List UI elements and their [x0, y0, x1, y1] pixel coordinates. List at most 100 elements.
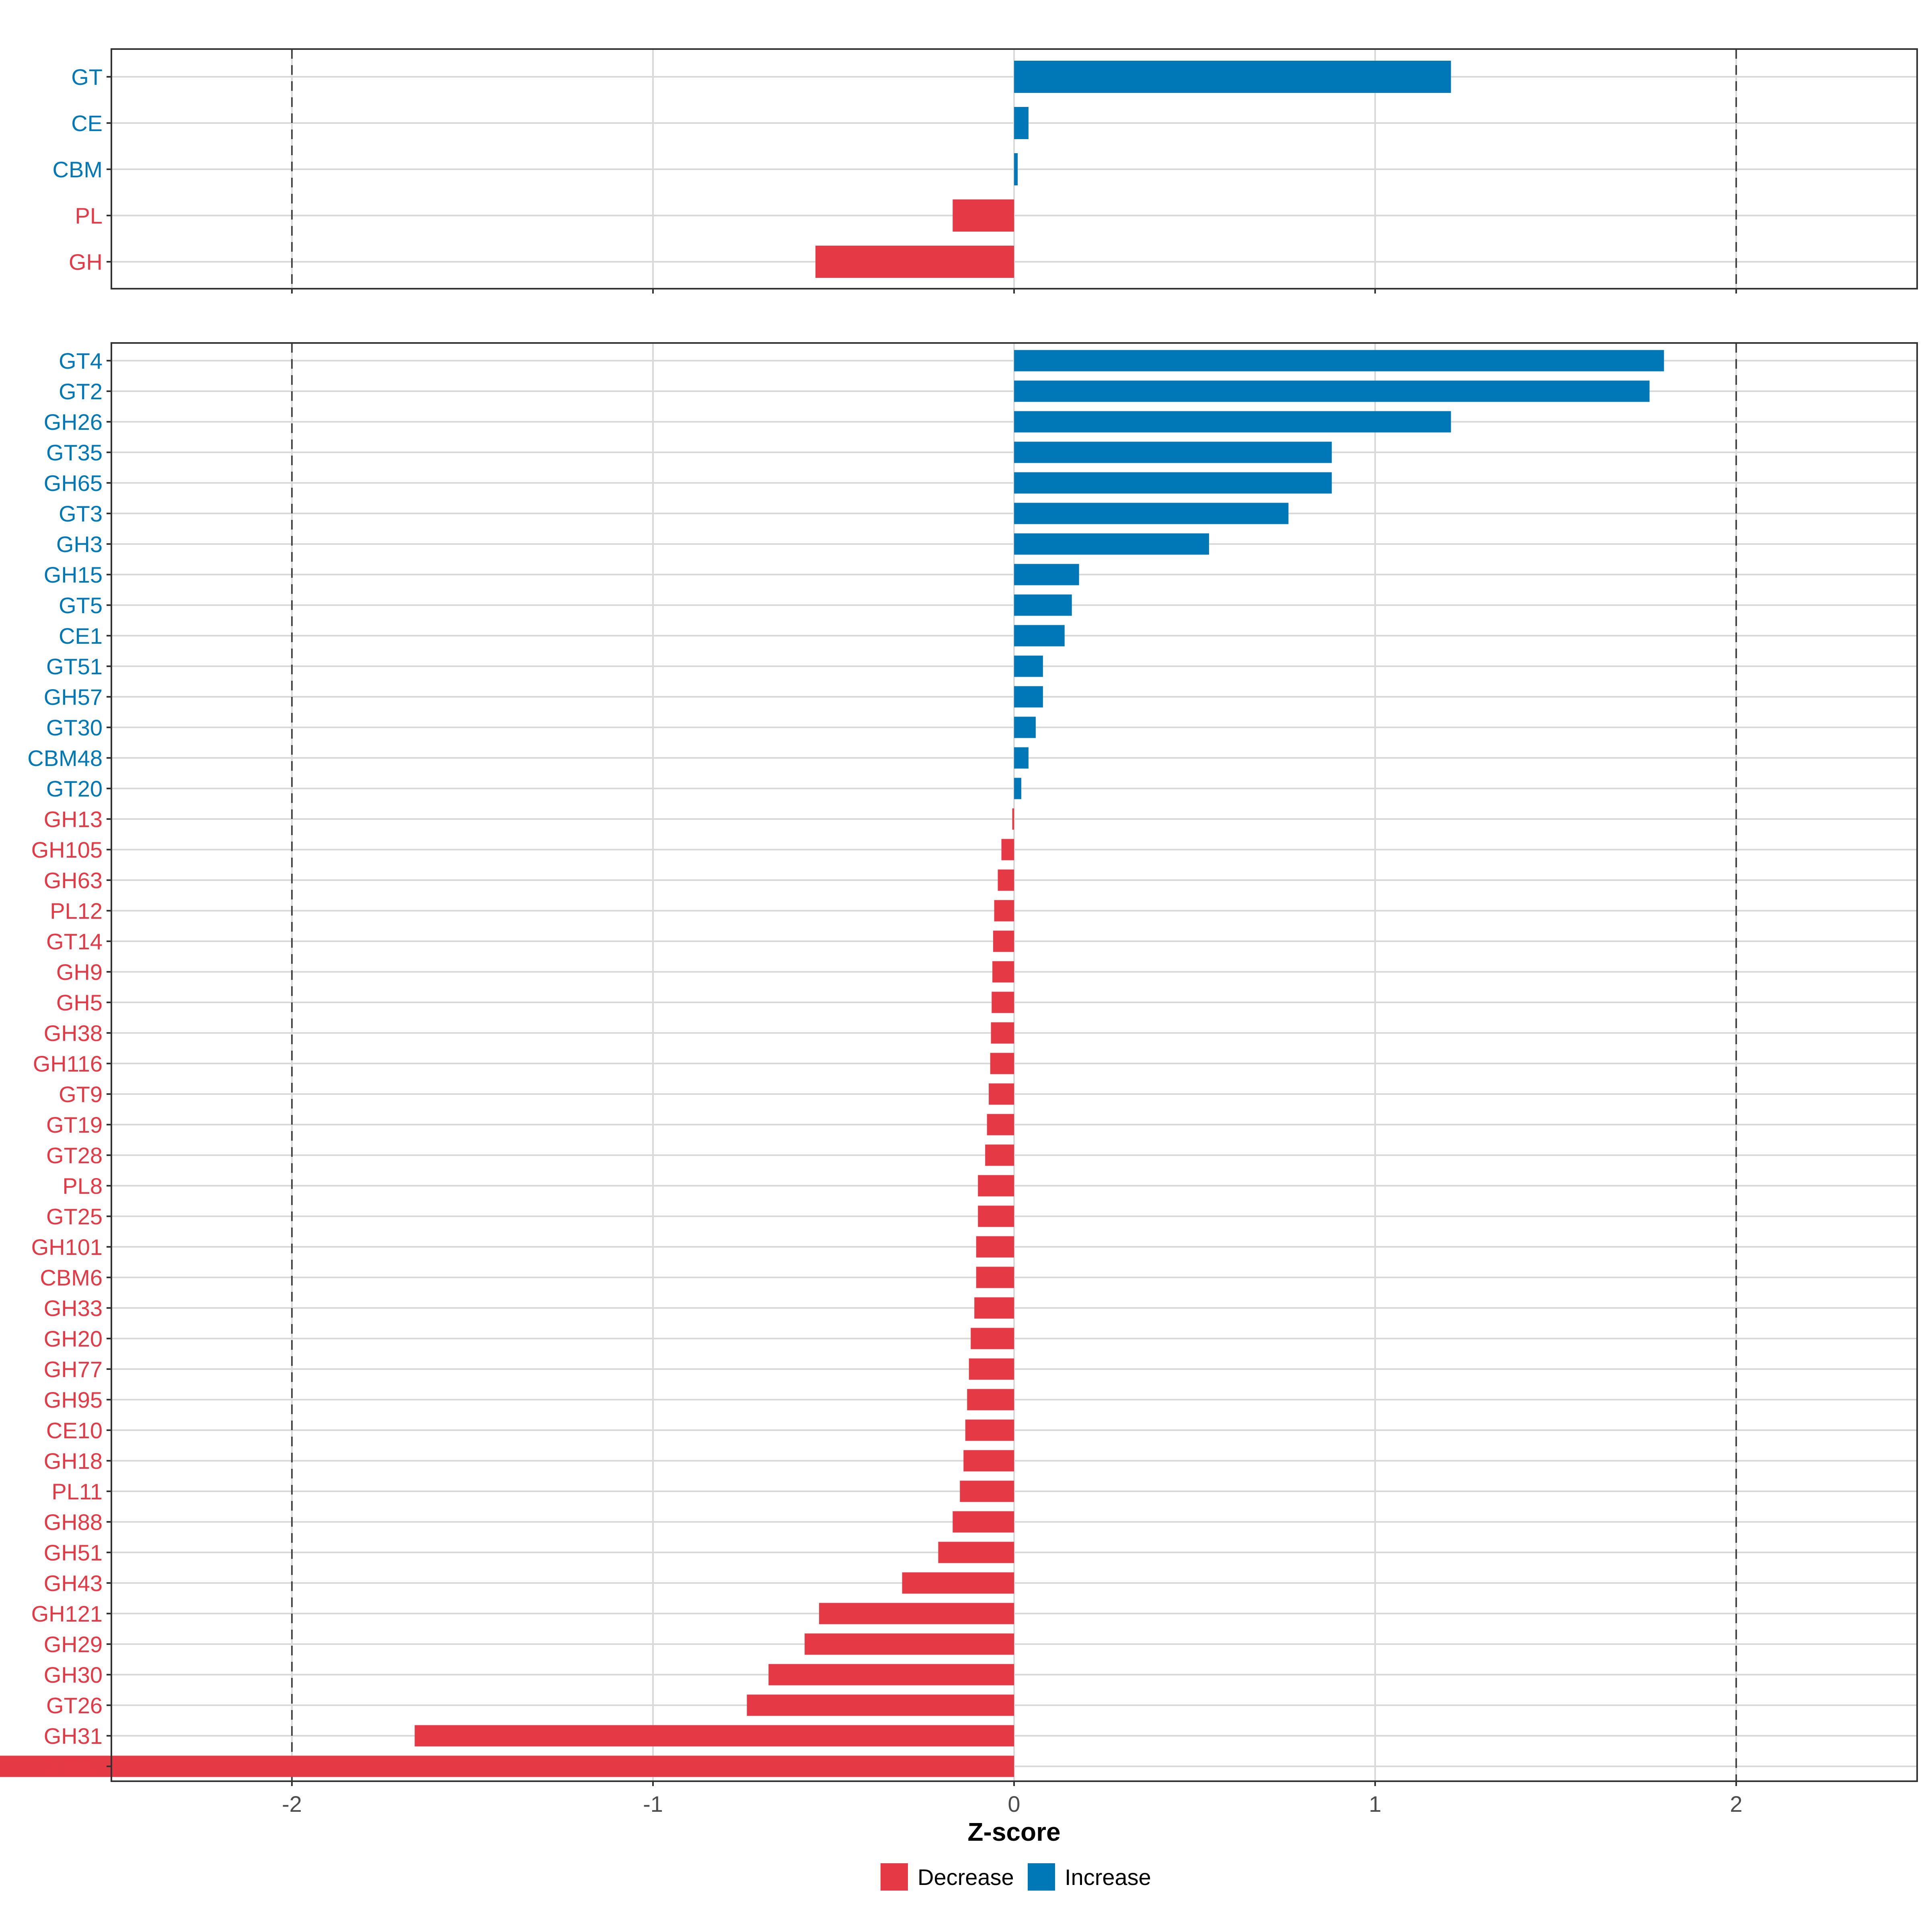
bar-GH3 [1014, 533, 1209, 555]
bar-GT [1014, 61, 1451, 93]
bar-GH97 [0, 1755, 1014, 1777]
panel-border [111, 48, 1918, 289]
bar-GH38 [991, 1022, 1014, 1044]
category-label: GH121 [31, 1601, 103, 1626]
bar-GH116 [990, 1053, 1014, 1074]
category-label: GT28 [46, 1143, 103, 1168]
category-label: GH30 [44, 1662, 103, 1688]
bar-PL [953, 199, 1014, 232]
x-axis-title: Z-score [967, 1817, 1060, 1846]
category-label: GH20 [44, 1326, 103, 1351]
category-label: GT35 [46, 440, 103, 465]
category-label: GT30 [46, 715, 103, 740]
category-label: GH9 [56, 959, 103, 985]
category-label: GH29 [44, 1632, 103, 1657]
category-label: CBM6 [40, 1265, 103, 1290]
bar-GT2 [1014, 380, 1650, 402]
category-label: GH3 [56, 532, 103, 557]
category-label: GH31 [44, 1723, 103, 1749]
legend-label-decrease: Decrease [918, 1864, 1014, 1890]
bar-GT51 [1014, 655, 1043, 677]
category-label: CBM [53, 157, 103, 182]
bar-GT9 [989, 1083, 1014, 1105]
bar-GH105 [1001, 839, 1014, 860]
category-label: GH15 [44, 562, 103, 587]
x-tick-label: -1 [643, 1791, 663, 1817]
bar-GT26 [747, 1694, 1014, 1716]
category-label: CBM48 [27, 745, 103, 771]
category-label: GH105 [31, 837, 103, 862]
bar-GH33 [974, 1297, 1014, 1319]
legend-swatch-increase [1028, 1863, 1055, 1891]
x-tick-label: 0 [1008, 1791, 1020, 1817]
x-tick-label: 1 [1369, 1791, 1381, 1817]
bar-GH31 [415, 1725, 1014, 1747]
bar-GT25 [978, 1205, 1014, 1227]
bar-GT3 [1014, 503, 1289, 524]
category-label: GH77 [44, 1357, 103, 1382]
bar-CBM [1014, 153, 1018, 185]
legend-swatch-decrease [881, 1863, 908, 1891]
category-label: GH51 [44, 1540, 103, 1565]
category-label: GT25 [46, 1204, 103, 1229]
category-label: GH38 [44, 1020, 103, 1046]
bar-GT28 [985, 1144, 1014, 1166]
category-label: PL8 [62, 1173, 103, 1199]
category-label: GH97 [44, 1754, 103, 1779]
category-label: GH88 [44, 1509, 103, 1535]
bar-GT4 [1014, 350, 1664, 372]
bar-CE1 [1014, 625, 1065, 647]
category-label: PL [75, 203, 103, 228]
category-label: GH57 [44, 684, 103, 710]
bar-GH101 [976, 1236, 1014, 1258]
category-label: GH33 [44, 1296, 103, 1321]
bar-CE [1014, 107, 1029, 139]
bar-GH15 [1014, 564, 1079, 585]
bar-GT5 [1014, 594, 1072, 616]
bar-GH26 [1014, 411, 1451, 433]
bar-CBM48 [1014, 747, 1029, 769]
category-label: GH13 [44, 807, 103, 832]
category-label: GH63 [44, 868, 103, 893]
bar-GH9 [992, 961, 1014, 983]
bar-GT35 [1014, 441, 1332, 463]
category-label: GT3 [59, 501, 103, 526]
x-tick-label: 2 [1730, 1791, 1742, 1817]
category-label: PL11 [51, 1479, 103, 1504]
panel-families: GT4 GT2 GH26 GT35 GH65 GT3 GH3 GH15 GT5 CE1 GT51 GH… [0, 342, 1918, 1786]
x-axis-tick-labels: -4-3-2-101234 [282, 1791, 1742, 1817]
category-label: GH5 [56, 990, 103, 1015]
category-label: GH26 [44, 409, 103, 435]
bar-PL8 [978, 1175, 1014, 1197]
bar-CE10 [965, 1419, 1014, 1441]
category-label: GT19 [46, 1112, 103, 1137]
bar-GH51 [938, 1542, 1014, 1563]
bar-GH29 [805, 1633, 1014, 1655]
category-label: GT51 [46, 654, 103, 679]
bar-GH121 [819, 1603, 1014, 1624]
category-label: GT5 [59, 593, 103, 618]
bar-GH43 [902, 1572, 1014, 1594]
bar-PL11 [960, 1480, 1014, 1502]
bar-GH20 [971, 1328, 1014, 1349]
category-label: GT14 [46, 929, 103, 954]
legend: Decrease Increase [881, 1863, 1151, 1891]
category-label: GT9 [59, 1082, 103, 1107]
x-tick-label: -2 [282, 1791, 302, 1817]
bar-GH5 [992, 992, 1014, 1013]
bar-GT19 [987, 1114, 1014, 1135]
bar-GH18 [963, 1450, 1014, 1472]
category-label: GH18 [44, 1448, 103, 1474]
bar-GH57 [1014, 686, 1043, 708]
category-label: CE10 [46, 1418, 103, 1443]
category-label: GT2 [59, 379, 103, 404]
bar-GT30 [1014, 717, 1036, 738]
category-label: GH101 [31, 1234, 103, 1260]
category-label: GT4 [59, 348, 103, 374]
bar-GH [815, 246, 1014, 278]
category-label: GT26 [46, 1693, 103, 1718]
bar-GH65 [1014, 472, 1332, 494]
bar-GH30 [768, 1664, 1014, 1686]
